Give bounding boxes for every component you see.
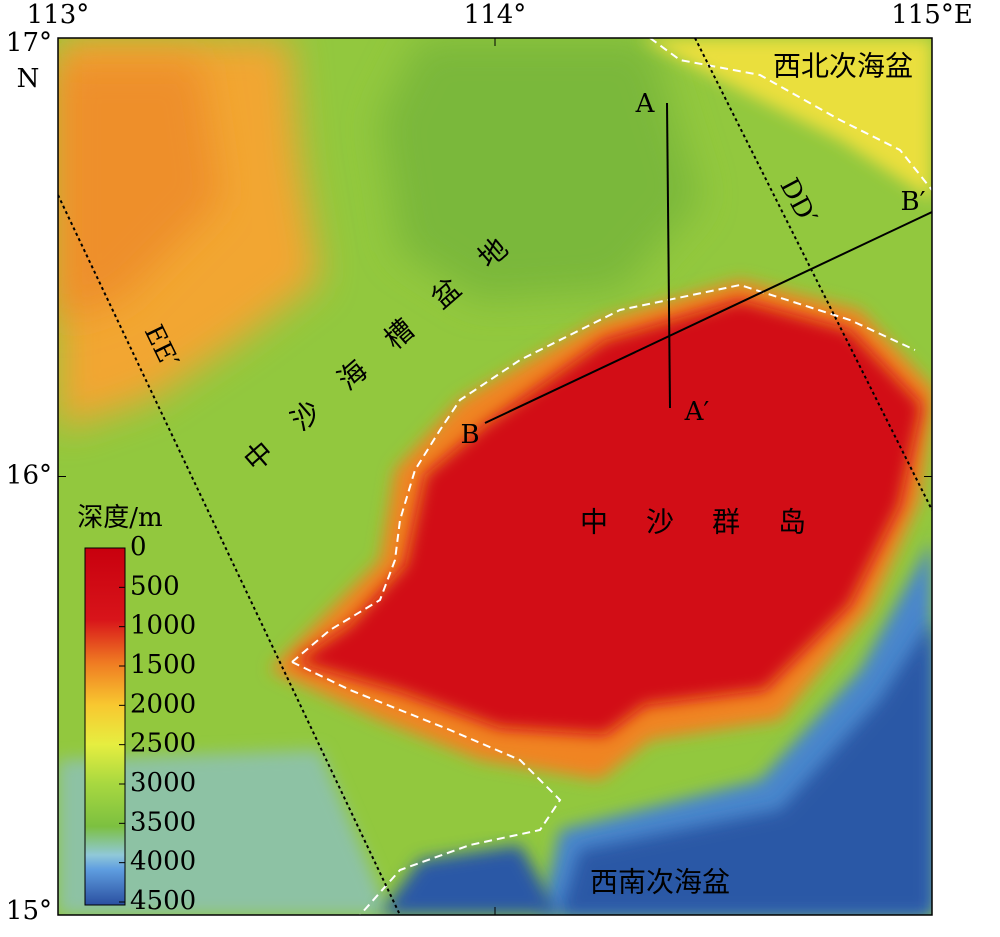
colorbar-tick-label: 4500 bbox=[130, 886, 196, 916]
colorbar-tick-label: 4000 bbox=[130, 847, 196, 877]
bathymetry bbox=[58, 38, 932, 915]
lon-tick-label: 115°E bbox=[891, 0, 973, 30]
region-label: 中沙群岛 bbox=[580, 506, 844, 539]
profile-label: B bbox=[460, 420, 479, 450]
lat-tick-label: 16° bbox=[6, 461, 52, 491]
colorbar-tick-label: 0 bbox=[130, 532, 147, 562]
profile-label: B′ bbox=[900, 187, 925, 217]
colorbar-tick-label: 2000 bbox=[130, 689, 196, 719]
colorbar-tick-label: 2500 bbox=[130, 729, 196, 759]
colorbar-tick-label: 3500 bbox=[130, 807, 196, 837]
colorbar-tick-label: 500 bbox=[130, 571, 180, 601]
lon-tick-label: 113° bbox=[27, 0, 90, 30]
profile-label: A bbox=[635, 89, 656, 119]
lat-tick-label: 15° bbox=[6, 896, 52, 926]
colorbar-tick-label: 3000 bbox=[130, 768, 196, 798]
lon-tick-label: 114° bbox=[464, 0, 527, 30]
legend-title: 深度/m bbox=[77, 503, 162, 533]
north-label: N bbox=[17, 64, 40, 94]
region-label: 西北次海盆 bbox=[773, 50, 913, 83]
colorbar-tick-label: 1000 bbox=[130, 611, 196, 641]
region-label: 西南次海盆 bbox=[590, 866, 730, 899]
lat-tick-label: 17° bbox=[6, 28, 52, 58]
profile-label: A′ bbox=[684, 397, 710, 427]
colorbar-tick-label: 1500 bbox=[130, 650, 196, 680]
colorbar bbox=[84, 547, 126, 906]
